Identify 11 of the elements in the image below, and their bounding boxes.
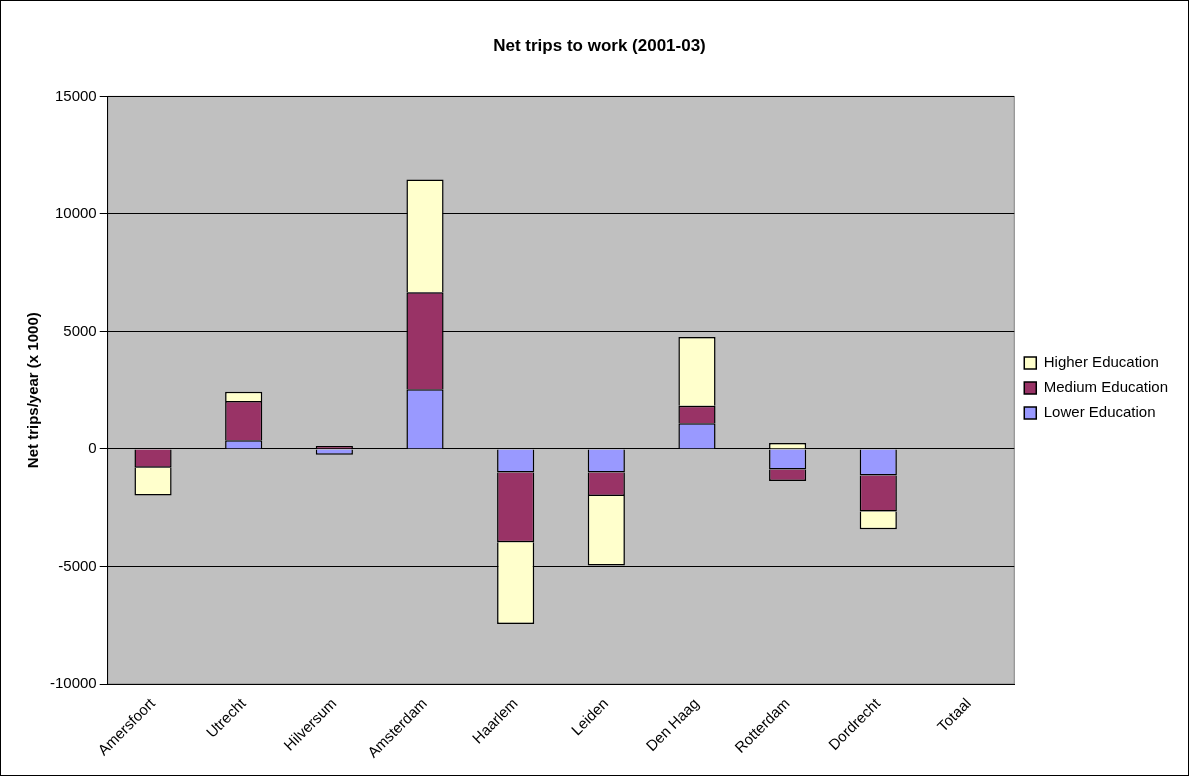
y-axis-title: Net trips/year (x 1000) xyxy=(24,312,42,469)
legend-label: Higher Education xyxy=(1043,353,1159,371)
chart-title: Net trips to work (2001-03) xyxy=(493,35,706,55)
legend-label: Lower Education xyxy=(1043,403,1156,421)
y-tick-label: 5000 xyxy=(63,321,97,339)
legend-label: Medium Education xyxy=(1043,378,1168,396)
y-tick-label: 15000 xyxy=(54,86,97,104)
y-tick-label: -5000 xyxy=(58,556,97,574)
y-tick-label: -10000 xyxy=(49,674,97,692)
y-tick-label: 10000 xyxy=(54,204,97,222)
y-tick-label: 0 xyxy=(88,439,97,457)
